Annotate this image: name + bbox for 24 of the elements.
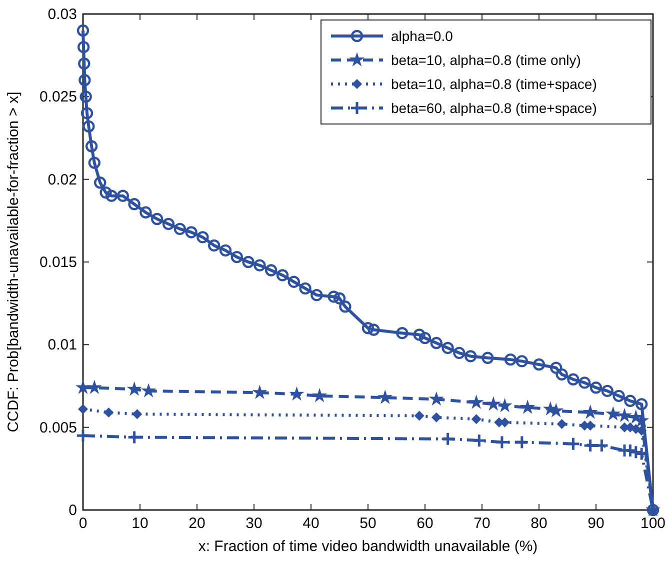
y-tick-label: 0.02	[48, 171, 77, 188]
x-tick-label: 70	[474, 515, 490, 532]
y-tick-label: 0.015	[39, 254, 77, 271]
legend-label: beta=10, alpha=0.8 (time only)	[391, 52, 581, 68]
x-axis-title: x: Fraction of time video bandwidth unavailable (%)	[198, 538, 538, 555]
x-tick-label: 30	[246, 515, 262, 532]
y-tick-label: 0.025	[39, 88, 77, 106]
x-tick-label: 20	[188, 515, 206, 532]
x-tick-label: 80	[530, 515, 548, 532]
y-tick-label: 0.03	[48, 6, 77, 23]
y-tick-label: 0.005	[39, 419, 77, 436]
y-tick-label: 0.01	[48, 336, 77, 354]
x-tick-label: 10	[132, 515, 148, 532]
legend-label: beta=10, alpha=0.8 (time+space)	[391, 76, 597, 92]
y-axis-title: CCDF: Prob[bandwidth-unavailable-for-fraction > x]	[5, 92, 22, 432]
y-tick-label: 0	[68, 502, 77, 519]
legend-label: beta=60, alpha=0.8 (time+space)	[391, 100, 597, 116]
legend-label: alpha=0.0	[391, 28, 454, 44]
x-tick-label: 40	[302, 515, 320, 532]
x-tick-label: 100	[640, 515, 666, 532]
x-tick-label: 0	[78, 515, 88, 532]
x-tick-label: 90	[588, 515, 604, 532]
x-tick-label: 50	[360, 515, 376, 532]
x-tick-label: 60	[416, 515, 434, 532]
